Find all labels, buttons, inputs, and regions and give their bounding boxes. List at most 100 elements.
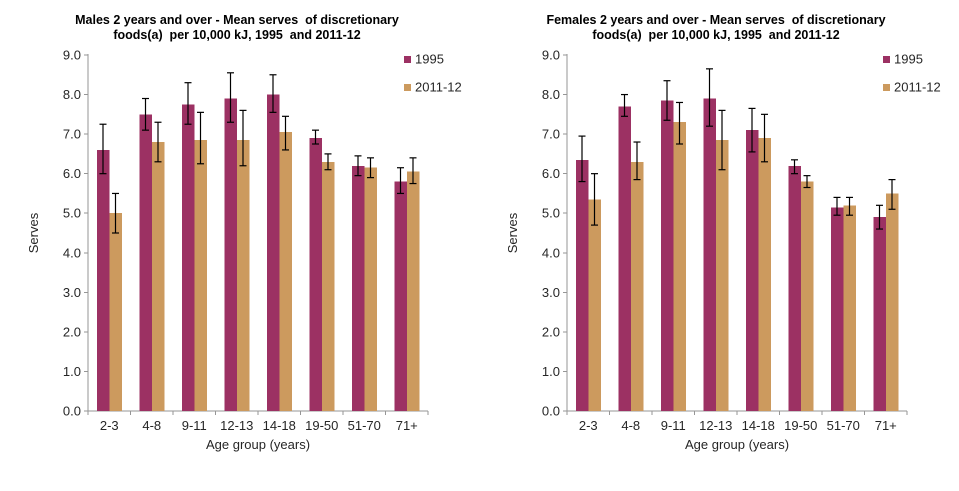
- legend-swatch-1995: [404, 56, 411, 63]
- error-bar-2011-12-19-50: [324, 153, 332, 171]
- legend-swatch-2011-12: [883, 84, 890, 91]
- error-bar-1995-71+: [876, 204, 883, 230]
- bar-2011-12-9-11: [194, 140, 207, 412]
- error-bar-1995-12-13: [706, 68, 713, 127]
- bar-1995-71+: [394, 181, 407, 411]
- x-tick-label: 4-8: [142, 418, 161, 433]
- error-bar-2011-12-2-3: [112, 192, 119, 234]
- chart-males-svg: Males 2 years and over - Mean serves of …: [26, 13, 462, 452]
- error-bar-1995-9-11: [184, 82, 192, 125]
- bar-1995-51-70: [830, 207, 844, 411]
- y-tick-label: 4.0: [63, 245, 81, 260]
- y-tick-label: 1.0: [63, 364, 81, 379]
- error-bar-1995-71+: [397, 167, 404, 195]
- bar-2011-12-19-50: [321, 161, 335, 411]
- error-bar-1995-2-3: [99, 123, 107, 175]
- error-bar-1995-2-3: [578, 135, 586, 183]
- y-tick-label: 8.0: [542, 87, 560, 102]
- bar-1995-4-8: [618, 106, 631, 411]
- chart-females-svg: Females 2 years and over - Mean serves o…: [505, 13, 941, 452]
- bar-1995-9-11: [181, 104, 195, 411]
- y-tick-label: 4.0: [542, 245, 560, 260]
- y-tick-label: 6.0: [542, 166, 560, 181]
- chart-title-line-1: Males 2 years and over - Mean serves of …: [75, 13, 399, 27]
- chart-males: Males 2 years and over - Mean serves of …: [0, 0, 479, 491]
- y-tick-label: 5.0: [63, 206, 81, 221]
- x-tick-label: 14-18: [742, 418, 775, 433]
- y-tick-label: 1.0: [542, 364, 560, 379]
- x-axis-title: Age group (years): [685, 437, 789, 452]
- error-bar-2011-12-12-13: [239, 109, 247, 167]
- y-tick-label: 7.0: [542, 127, 560, 142]
- error-bar-1995-19-50: [791, 159, 798, 175]
- error-bar-1995-12-13: [227, 72, 234, 123]
- bar-2011-12-4-8: [630, 161, 644, 411]
- error-bar-2011-12-2-3: [591, 173, 598, 226]
- x-tick-label: 14-18: [263, 418, 296, 433]
- x-tick-label: 9-11: [182, 418, 207, 433]
- bar-2011-12-12-13: [236, 140, 250, 412]
- error-bar-2011-12-12-13: [718, 109, 726, 171]
- x-tick-label: 2-3: [579, 418, 598, 433]
- x-tick-label: 71+: [396, 418, 418, 433]
- legend-label-2011-12: 2011-12: [415, 80, 462, 95]
- x-tick-label: 12-13: [220, 418, 253, 433]
- bar-1995-9-11: [660, 100, 674, 411]
- x-tick-label: 51-70: [348, 418, 381, 433]
- bar-1995-19-50: [309, 138, 322, 412]
- legend-swatch-1995: [883, 56, 890, 63]
- y-tick-label: 0.0: [542, 404, 560, 419]
- error-bar-2011-12-19-50: [803, 175, 811, 189]
- bar-2011-12-51-70: [843, 205, 856, 411]
- bar-2011-12-4-8: [151, 142, 165, 411]
- error-bar-1995-19-50: [312, 129, 319, 145]
- error-bar-2011-12-14-18: [761, 113, 768, 163]
- bar-2011-12-9-11: [673, 122, 686, 411]
- bar-1995-14-18: [266, 94, 280, 412]
- error-bar-2011-12-14-18: [282, 115, 289, 151]
- bar-1995-71+: [873, 217, 886, 411]
- chart-title-line-2: foods(a) per 10,000 kJ, 1995 and 2011-12: [592, 28, 839, 42]
- x-axis-title: Age group (years): [206, 437, 310, 452]
- error-bar-1995-9-11: [663, 80, 671, 121]
- y-tick-label: 8.0: [63, 87, 81, 102]
- y-tick-label: 0.0: [63, 404, 81, 419]
- error-bar-1995-4-8: [621, 93, 628, 117]
- error-bar-2011-12-51-70: [846, 196, 853, 216]
- y-tick-label: 9.0: [63, 48, 81, 63]
- error-bar-1995-4-8: [142, 97, 149, 131]
- bar-2011-12-2-3: [588, 199, 601, 411]
- bar-1995-2-3: [96, 149, 110, 411]
- x-tick-label: 2-3: [100, 418, 119, 433]
- x-tick-label: 9-11: [661, 418, 686, 433]
- error-bar-2011-12-4-8: [154, 121, 162, 163]
- chart-title-line-2: foods(a) per 10,000 kJ, 1995 and 2011-12: [113, 28, 360, 42]
- error-bar-2011-12-9-11: [676, 101, 683, 145]
- error-bar-2011-12-4-8: [633, 141, 641, 181]
- y-tick-label: 2.0: [542, 324, 560, 339]
- bar-2011-12-12-13: [715, 140, 729, 412]
- bar-2011-12-19-50: [800, 181, 814, 411]
- bar-1995-4-8: [139, 114, 152, 411]
- error-bar-2011-12-71+: [409, 157, 417, 185]
- bar-1995-19-50: [788, 165, 801, 411]
- legend-label-2011-12: 2011-12: [894, 80, 941, 95]
- bar-2011-12-71+: [406, 171, 420, 411]
- bar-2011-12-2-3: [109, 213, 122, 411]
- y-tick-label: 9.0: [542, 48, 560, 63]
- error-bar-1995-14-18: [269, 74, 277, 113]
- error-bar-1995-14-18: [748, 107, 756, 153]
- y-axis-title: Serves: [505, 212, 520, 253]
- chart-title-line-1: Females 2 years and over - Mean serves o…: [546, 13, 885, 27]
- x-tick-label: 51-70: [827, 418, 860, 433]
- y-axis-title: Serves: [26, 212, 41, 253]
- y-tick-label: 3.0: [542, 285, 560, 300]
- bar-1995-2-3: [575, 159, 589, 411]
- chart-females: Females 2 years and over - Mean serves o…: [479, 0, 958, 491]
- bar-2011-12-14-18: [758, 138, 771, 412]
- x-tick-label: 19-50: [784, 418, 817, 433]
- y-tick-label: 5.0: [542, 206, 560, 221]
- y-tick-label: 2.0: [63, 324, 81, 339]
- y-tick-label: 7.0: [63, 127, 81, 142]
